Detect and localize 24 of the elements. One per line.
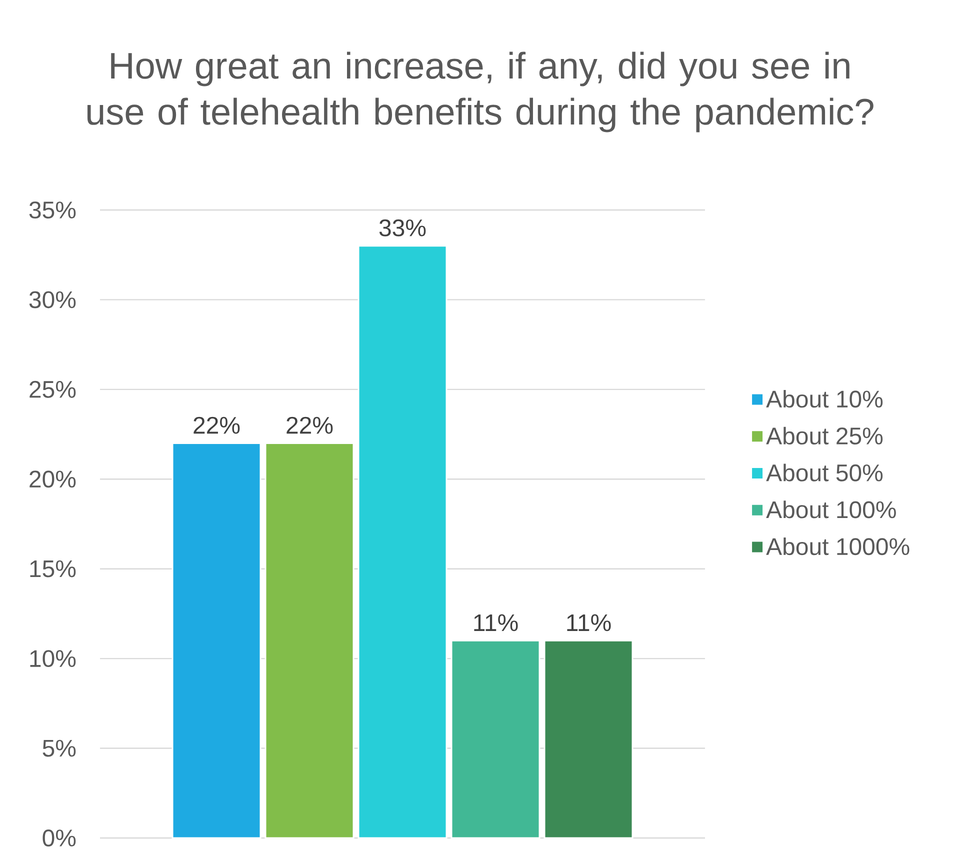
data-label: 33% xyxy=(379,219,426,236)
y-tick-label: 10% xyxy=(30,650,76,668)
bar xyxy=(264,442,354,839)
data-label: 22% xyxy=(286,416,333,434)
y-tick-label: 5% xyxy=(42,740,76,757)
legend-label: About 10% xyxy=(766,390,883,408)
y-tick-label: 25% xyxy=(30,381,76,398)
y-tick-label: 20% xyxy=(30,470,76,488)
data-label: 11% xyxy=(567,614,611,632)
y-tick-label: 0% xyxy=(42,830,76,847)
bar xyxy=(450,640,540,839)
bar xyxy=(544,640,634,839)
y-tick-label: 30% xyxy=(29,291,76,308)
data-label: 11% xyxy=(474,614,518,632)
legend-label: About 50% xyxy=(766,464,883,482)
legend-label: About 25% xyxy=(766,426,883,445)
y-tick-label: 35% xyxy=(29,202,76,219)
y-tick-label: 15% xyxy=(30,560,76,578)
bar xyxy=(172,442,262,839)
data-label: 22% xyxy=(194,416,240,434)
legend-label: About 1000% xyxy=(766,538,910,556)
chart-title: How great an increase, if any, did you see in use of telehealth benefits during the pandemic? xyxy=(87,52,874,132)
bar xyxy=(358,245,448,839)
legend-label: About 100% xyxy=(766,500,896,518)
